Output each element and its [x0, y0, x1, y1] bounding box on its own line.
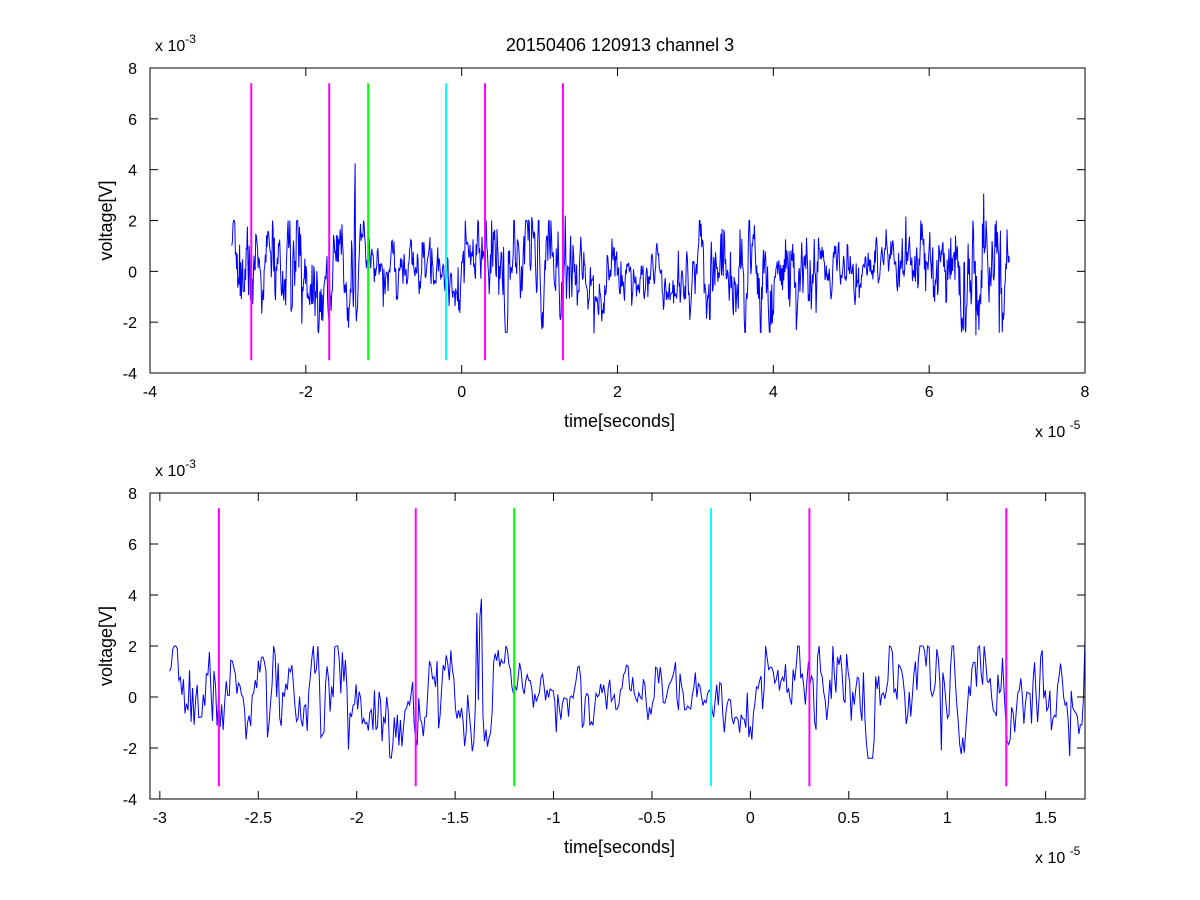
- x-tick-label: 0: [457, 384, 466, 401]
- x-tick-label: -2: [350, 810, 364, 827]
- x-tick-label: 1: [943, 810, 952, 827]
- x-tick-label: 1.5: [1035, 810, 1057, 827]
- x-tick-label: -3: [153, 810, 167, 827]
- y-tick-label: 0: [128, 264, 137, 281]
- y-tick-label: 8: [128, 486, 137, 503]
- x-tick-label: 6: [925, 384, 934, 401]
- x-tick-label: -1: [546, 810, 560, 827]
- bottom-axes: -3 -2.5 -2 -1.5 -1 -0.5 0 0.5 1 1.5 -4 -2 0 2 4 6 8 time[…: [96, 457, 1086, 867]
- signal-trace: [231, 163, 1010, 336]
- y-exponent: -3: [185, 457, 196, 471]
- figure-title: 20150406 120913 channel 3: [506, 35, 734, 55]
- x-tick-label: -0.5: [638, 810, 666, 827]
- y-tick-label: -2: [123, 741, 137, 758]
- signal-trace: [169, 598, 1086, 760]
- y-tick-label: 6: [128, 537, 137, 554]
- y-exponent: -3: [185, 32, 196, 46]
- y-tick-label: -4: [123, 792, 137, 809]
- x-tick-label: 4: [769, 384, 778, 401]
- x-exponent: -5: [1070, 844, 1081, 858]
- y-tick-label: 2: [128, 639, 137, 656]
- y-tick-label: 6: [128, 112, 137, 129]
- y-axis-label: voltage[V]: [96, 180, 116, 260]
- x-tick-label: 8: [1081, 384, 1090, 401]
- x-exponent-label: x 10 -5: [1035, 844, 1081, 867]
- x-tick-label: 0: [746, 810, 755, 827]
- y-tick-label: -2: [123, 315, 137, 332]
- x-axis-label: time[seconds]: [564, 837, 675, 857]
- x-tick-label: -2: [299, 384, 313, 401]
- x-tick-label: 2: [613, 384, 622, 401]
- axes-frame: [149, 492, 1086, 800]
- y-tick-label: 4: [128, 163, 137, 180]
- y-axis-label: voltage[V]: [96, 606, 116, 686]
- top-axes: -4 -2 0 2 4 6 8 -4 -2 0 2 4 6 8 time[seconds] voltage[V…: [96, 32, 1090, 441]
- y-tick-label: 4: [128, 588, 137, 605]
- x-tick-label: 0.5: [838, 810, 860, 827]
- y-tick-label: 8: [128, 61, 137, 78]
- y-tick-label: 2: [128, 214, 137, 231]
- x-tick-label: -1.5: [441, 810, 469, 827]
- x-tick-label: -4: [143, 384, 157, 401]
- y-exponent-label: x 10-3: [155, 32, 196, 55]
- x-tick-label: -2.5: [244, 810, 272, 827]
- x-exponent: -5: [1070, 418, 1081, 432]
- y-exponent-label: x 10-3: [155, 457, 196, 480]
- x-exponent-label: x 10 -5: [1035, 418, 1081, 441]
- y-tick-label: -4: [123, 366, 137, 383]
- x-axis-label: time[seconds]: [564, 411, 675, 431]
- y-tick-label: 0: [128, 690, 137, 707]
